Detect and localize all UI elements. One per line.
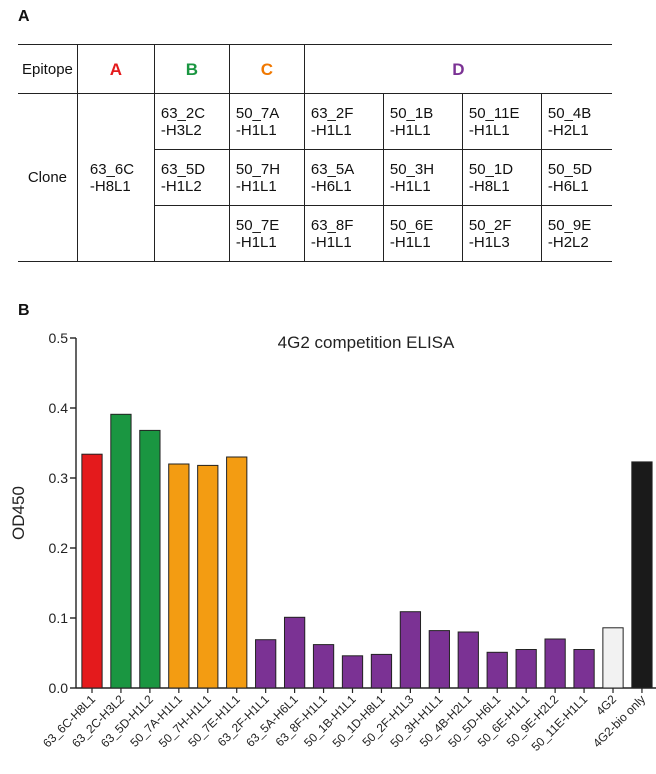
bar	[544, 638, 566, 689]
clone-b-cell: 63_2C -H3L2	[153, 93, 230, 150]
clone-d-cell: 50_6E -H1L1	[382, 205, 463, 262]
y-tick-label: 0.3	[49, 470, 69, 486]
bar	[197, 464, 219, 689]
clone-d-cell: 63_8F -H1L1	[303, 205, 384, 262]
epitope-header: Epitope	[18, 44, 78, 94]
bar	[283, 616, 306, 689]
bar	[457, 631, 479, 689]
epitope-b-header: B	[153, 44, 230, 94]
clone-c-cell: 50_7E -H1L1	[228, 205, 305, 262]
clone-d-cell: 50_2F -H1L3	[461, 205, 542, 262]
panel-a-label: A	[18, 8, 30, 25]
bar	[81, 453, 103, 689]
epitope-a-header: A	[76, 44, 155, 94]
y-tick-label: 0.1	[49, 610, 69, 626]
bar	[515, 649, 537, 689]
clone-d-cell: 50_11E -H1L1	[461, 93, 542, 150]
y-axis-label: OD450	[9, 486, 28, 540]
chart-title: 4G2 competition ELISA	[278, 333, 455, 352]
clone-c-cell: 50_7H -H1L1	[228, 149, 305, 206]
clone-a-cell: 63_6C -H8L1	[76, 93, 155, 262]
bar	[168, 463, 190, 689]
bar	[602, 627, 624, 689]
clone-d-cell: 50_4B -H2L1	[540, 93, 612, 150]
epitope-table: Epitope A B C D Clone 63_6C -H8L1 63_2C …	[18, 44, 612, 262]
clone-row-label: Clone	[18, 93, 78, 262]
clone-b-cell: 63_5D -H1L2	[153, 149, 230, 206]
clone-d-cell: 50_1B -H1L1	[382, 93, 463, 150]
bar	[312, 644, 335, 689]
bar	[428, 630, 450, 689]
bar	[573, 649, 595, 689]
clone-b-cell	[153, 205, 230, 262]
bar	[399, 611, 422, 689]
elisa-bar-chart: 4G2 competition ELISA 0.0 0.1 0.2 0.3 0.4 0.5 O…	[9, 330, 656, 754]
bar	[631, 461, 653, 689]
panel-b-label: B	[18, 302, 30, 319]
bar	[226, 456, 248, 689]
y-tick-label: 0.4	[49, 400, 69, 416]
epitope-c-header: C	[228, 44, 305, 94]
clone-c-cell: 50_7A -H1L1	[228, 93, 305, 150]
clone-d-cell: 50_9E -H2L2	[540, 205, 612, 262]
clone-d-cell: 63_5A -H6L1	[303, 149, 384, 206]
y-tick-label: 0.0	[49, 680, 69, 696]
clone-d-cell: 50_1D -H8L1	[461, 149, 542, 206]
clone-d-cell: 50_3H -H1L1	[382, 149, 463, 206]
bar	[486, 651, 508, 689]
clone-d-cell: 50_5D -H6L1	[540, 149, 612, 206]
bar	[110, 413, 132, 689]
bar	[370, 653, 393, 689]
y-tick-label: 0.5	[49, 330, 69, 346]
clone-d-cell: 63_2F -H1L1	[303, 93, 384, 150]
bar	[341, 655, 364, 689]
bar	[139, 429, 161, 689]
y-tick-label: 0.2	[49, 540, 69, 556]
bar	[255, 639, 277, 689]
x-tick-label: 4G2-bio only	[590, 692, 648, 750]
epitope-d-header: D	[303, 44, 612, 94]
